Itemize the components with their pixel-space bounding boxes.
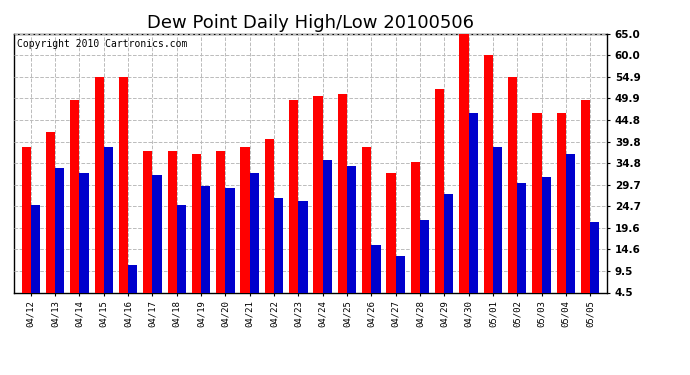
Bar <box>226 188 235 312</box>
Bar <box>55 168 64 312</box>
Bar <box>532 113 542 312</box>
Bar <box>508 76 518 312</box>
Bar <box>362 147 371 312</box>
Bar <box>493 147 502 312</box>
Bar <box>590 222 600 312</box>
Bar <box>581 100 590 312</box>
Bar <box>337 94 347 312</box>
Text: Copyright 2010 Cartronics.com: Copyright 2010 Cartronics.com <box>17 39 187 49</box>
Bar <box>518 183 526 312</box>
Bar <box>542 177 551 312</box>
Bar <box>557 113 566 312</box>
Bar <box>168 152 177 312</box>
Bar <box>323 160 332 312</box>
Bar <box>420 220 429 312</box>
Bar <box>70 100 79 312</box>
Bar <box>31 205 40 312</box>
Bar <box>347 166 356 312</box>
Bar <box>435 89 444 312</box>
Bar <box>177 205 186 312</box>
Bar <box>152 175 161 312</box>
Bar <box>460 34 469 312</box>
Bar <box>298 201 308 312</box>
Bar <box>201 186 210 312</box>
Bar <box>289 100 298 312</box>
Bar <box>250 173 259 312</box>
Bar <box>119 76 128 312</box>
Bar <box>240 147 250 312</box>
Bar <box>411 162 420 312</box>
Bar <box>46 132 55 312</box>
Bar <box>313 96 323 312</box>
Bar <box>104 147 113 312</box>
Bar <box>444 194 453 312</box>
Bar <box>216 152 226 312</box>
Bar <box>265 138 274 312</box>
Bar <box>21 147 31 312</box>
Bar <box>144 152 152 312</box>
Bar <box>128 265 137 312</box>
Bar <box>192 153 201 312</box>
Bar <box>386 173 395 312</box>
Bar <box>566 153 575 312</box>
Title: Dew Point Daily High/Low 20100506: Dew Point Daily High/Low 20100506 <box>147 14 474 32</box>
Bar <box>469 113 477 312</box>
Bar <box>95 76 103 312</box>
Bar <box>371 246 381 312</box>
Bar <box>274 198 284 312</box>
Bar <box>484 55 493 312</box>
Bar <box>79 173 89 312</box>
Bar <box>395 256 405 312</box>
